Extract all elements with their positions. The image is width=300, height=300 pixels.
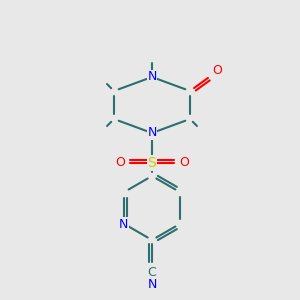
Text: O: O: [115, 157, 125, 169]
Text: O: O: [179, 157, 189, 169]
Text: N: N: [147, 70, 157, 83]
Text: O: O: [212, 64, 222, 76]
Text: C: C: [148, 266, 156, 278]
Text: N: N: [147, 278, 157, 290]
Text: S: S: [148, 156, 156, 170]
Text: N: N: [118, 218, 128, 230]
Text: N: N: [147, 127, 157, 140]
